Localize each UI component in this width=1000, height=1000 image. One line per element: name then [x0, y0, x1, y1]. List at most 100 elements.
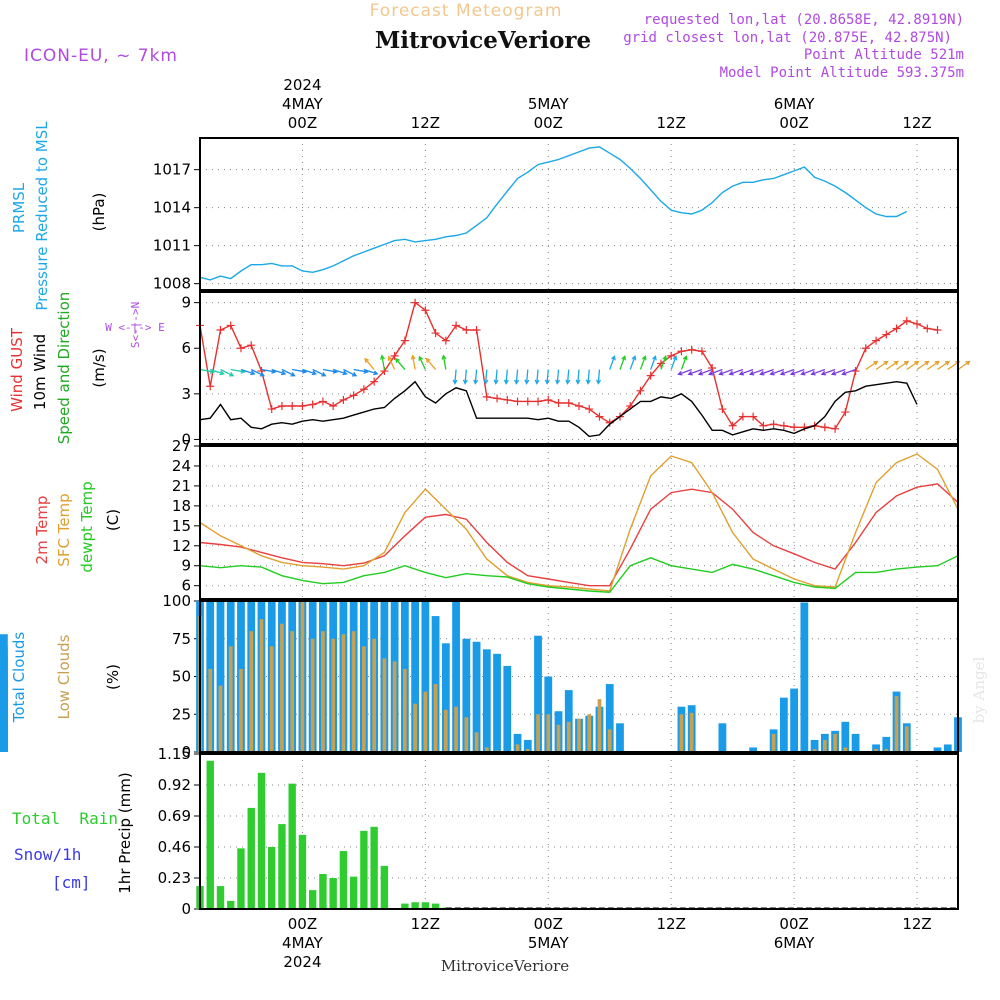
low-cloud-bar: [822, 739, 827, 752]
wind-arrow: [464, 369, 467, 384]
wind-panel: 0 3 6 9: [181, 291, 971, 448]
total-cloud-bar: [513, 733, 522, 752]
gust-marker: [329, 402, 338, 410]
total-cloud-bar: [472, 641, 481, 752]
wind-arrow-head: [425, 357, 431, 363]
wind-arrow-head: [351, 372, 358, 377]
y-tick-label: 3: [181, 385, 191, 403]
total-rain-label: Total Rain: [12, 809, 118, 828]
rain-bar: [298, 834, 307, 909]
low-cloud-bar: [300, 601, 305, 752]
y-tick-label: 21: [172, 477, 191, 495]
gust-marker: [646, 371, 655, 380]
gust-marker: [503, 395, 512, 404]
wind-yticks: 0 3 6 9: [181, 294, 200, 448]
low-cloud-bar: [433, 684, 438, 752]
gust-marker: [452, 321, 461, 330]
low-cloud-bar: [443, 709, 448, 752]
gust-marker: [513, 397, 522, 406]
gust-marker: [349, 391, 358, 400]
wind-arrow: [220, 368, 234, 377]
wind-arrow-head: [555, 379, 561, 385]
low-cloud-bar: [833, 733, 837, 752]
wind-arrow-head: [759, 370, 765, 376]
y-tick-label: 0: [181, 900, 191, 918]
sfc-temp-line: [199, 453, 959, 592]
wind-arrow-head: [229, 372, 235, 377]
low-cloud-bar: [812, 748, 817, 752]
total-cloud-bar: [851, 733, 860, 752]
rain-bar: [339, 851, 348, 909]
low-cloud-bar: [884, 748, 889, 752]
low-cloud-bar: [577, 718, 581, 752]
footer-station: MitroviceVeriore: [441, 957, 569, 975]
wind-arrow-head: [924, 360, 930, 366]
y-tick-label: 0.69: [158, 807, 191, 825]
gust-marker: [667, 351, 676, 360]
low-cloud-bar: [689, 712, 694, 752]
wind-arrow: [412, 355, 416, 370]
gust-marker: [431, 329, 440, 338]
low-cloud-bar: [607, 729, 612, 752]
wind-arrow: [302, 368, 316, 375]
total-cloud-bar: [534, 635, 542, 752]
wind-arrow: [292, 368, 307, 373]
total-cloud-bar: [933, 747, 942, 752]
y-tick-label: 15: [172, 517, 191, 535]
wind-gust-line: [199, 301, 938, 430]
wind-arrow: [678, 368, 692, 375]
low-cloud-bar: [556, 724, 561, 752]
wind-arrow: [418, 356, 426, 370]
gust-marker: [831, 424, 840, 433]
y-tick-label: 6: [181, 339, 191, 357]
point-altitude: Point Altitude 521m: [804, 47, 964, 63]
wind-arrow-head: [769, 370, 775, 376]
low-cloud-bar: [474, 732, 479, 752]
gust-marker: [861, 344, 870, 353]
wind-arrow-head: [565, 379, 571, 385]
wind-arrow-head: [280, 370, 287, 376]
wind-arrow-head: [873, 360, 879, 366]
gust-marker: [544, 395, 553, 404]
wind-arrow: [875, 360, 888, 371]
wind-arrows: [199, 354, 971, 385]
wind-arrow-head: [342, 370, 348, 376]
wind-arrow: [474, 369, 478, 384]
y-tick-label: 9: [181, 557, 191, 575]
low-cloud-bar: [392, 661, 397, 752]
low-cloud-bar: [310, 638, 315, 752]
wind-arrow: [916, 360, 929, 371]
rain-bar: [431, 903, 440, 909]
wind-arrow: [811, 368, 826, 375]
wind-arrow: [760, 368, 774, 375]
wind-arrow-head: [841, 370, 847, 376]
wind-arrow-head: [441, 354, 447, 360]
model-altitude: Model Point Altitude 593.375m: [720, 65, 964, 81]
wind-arrow-head: [219, 370, 225, 376]
wind-arrow-head: [830, 370, 837, 376]
temp-labels: 2m Temp SFC Temp dewpt Temp (C): [33, 481, 122, 572]
gust-marker: [523, 397, 532, 406]
wind-arrow-head: [452, 379, 458, 385]
cloud-labels: Total Clouds Low Clouds (%): [10, 632, 122, 724]
gust-marker: [206, 382, 215, 391]
total-cloud-bar: [523, 739, 532, 752]
wind-arrow: [896, 360, 909, 371]
wind10-label: 10m Wind: [31, 334, 49, 410]
rain-bar: [370, 826, 378, 909]
wind-arrow-head: [718, 370, 724, 376]
10m-wind-line: [199, 380, 918, 438]
time-label: 12Z: [657, 114, 686, 132]
rain-bar: [278, 824, 286, 909]
temperature-frame: [199, 445, 959, 600]
wind-arrow-head: [820, 370, 826, 376]
low-cloud-bar: [843, 747, 848, 752]
total-cloud-bar: [841, 721, 850, 752]
wind-arrow-head: [810, 370, 816, 376]
total-cloud-bar: [216, 601, 225, 752]
gust-marker: [697, 347, 706, 356]
y-tick-label: 0: [181, 430, 191, 448]
time-label: 00Z: [534, 114, 563, 132]
time-label: 5MAY: [528, 95, 570, 113]
